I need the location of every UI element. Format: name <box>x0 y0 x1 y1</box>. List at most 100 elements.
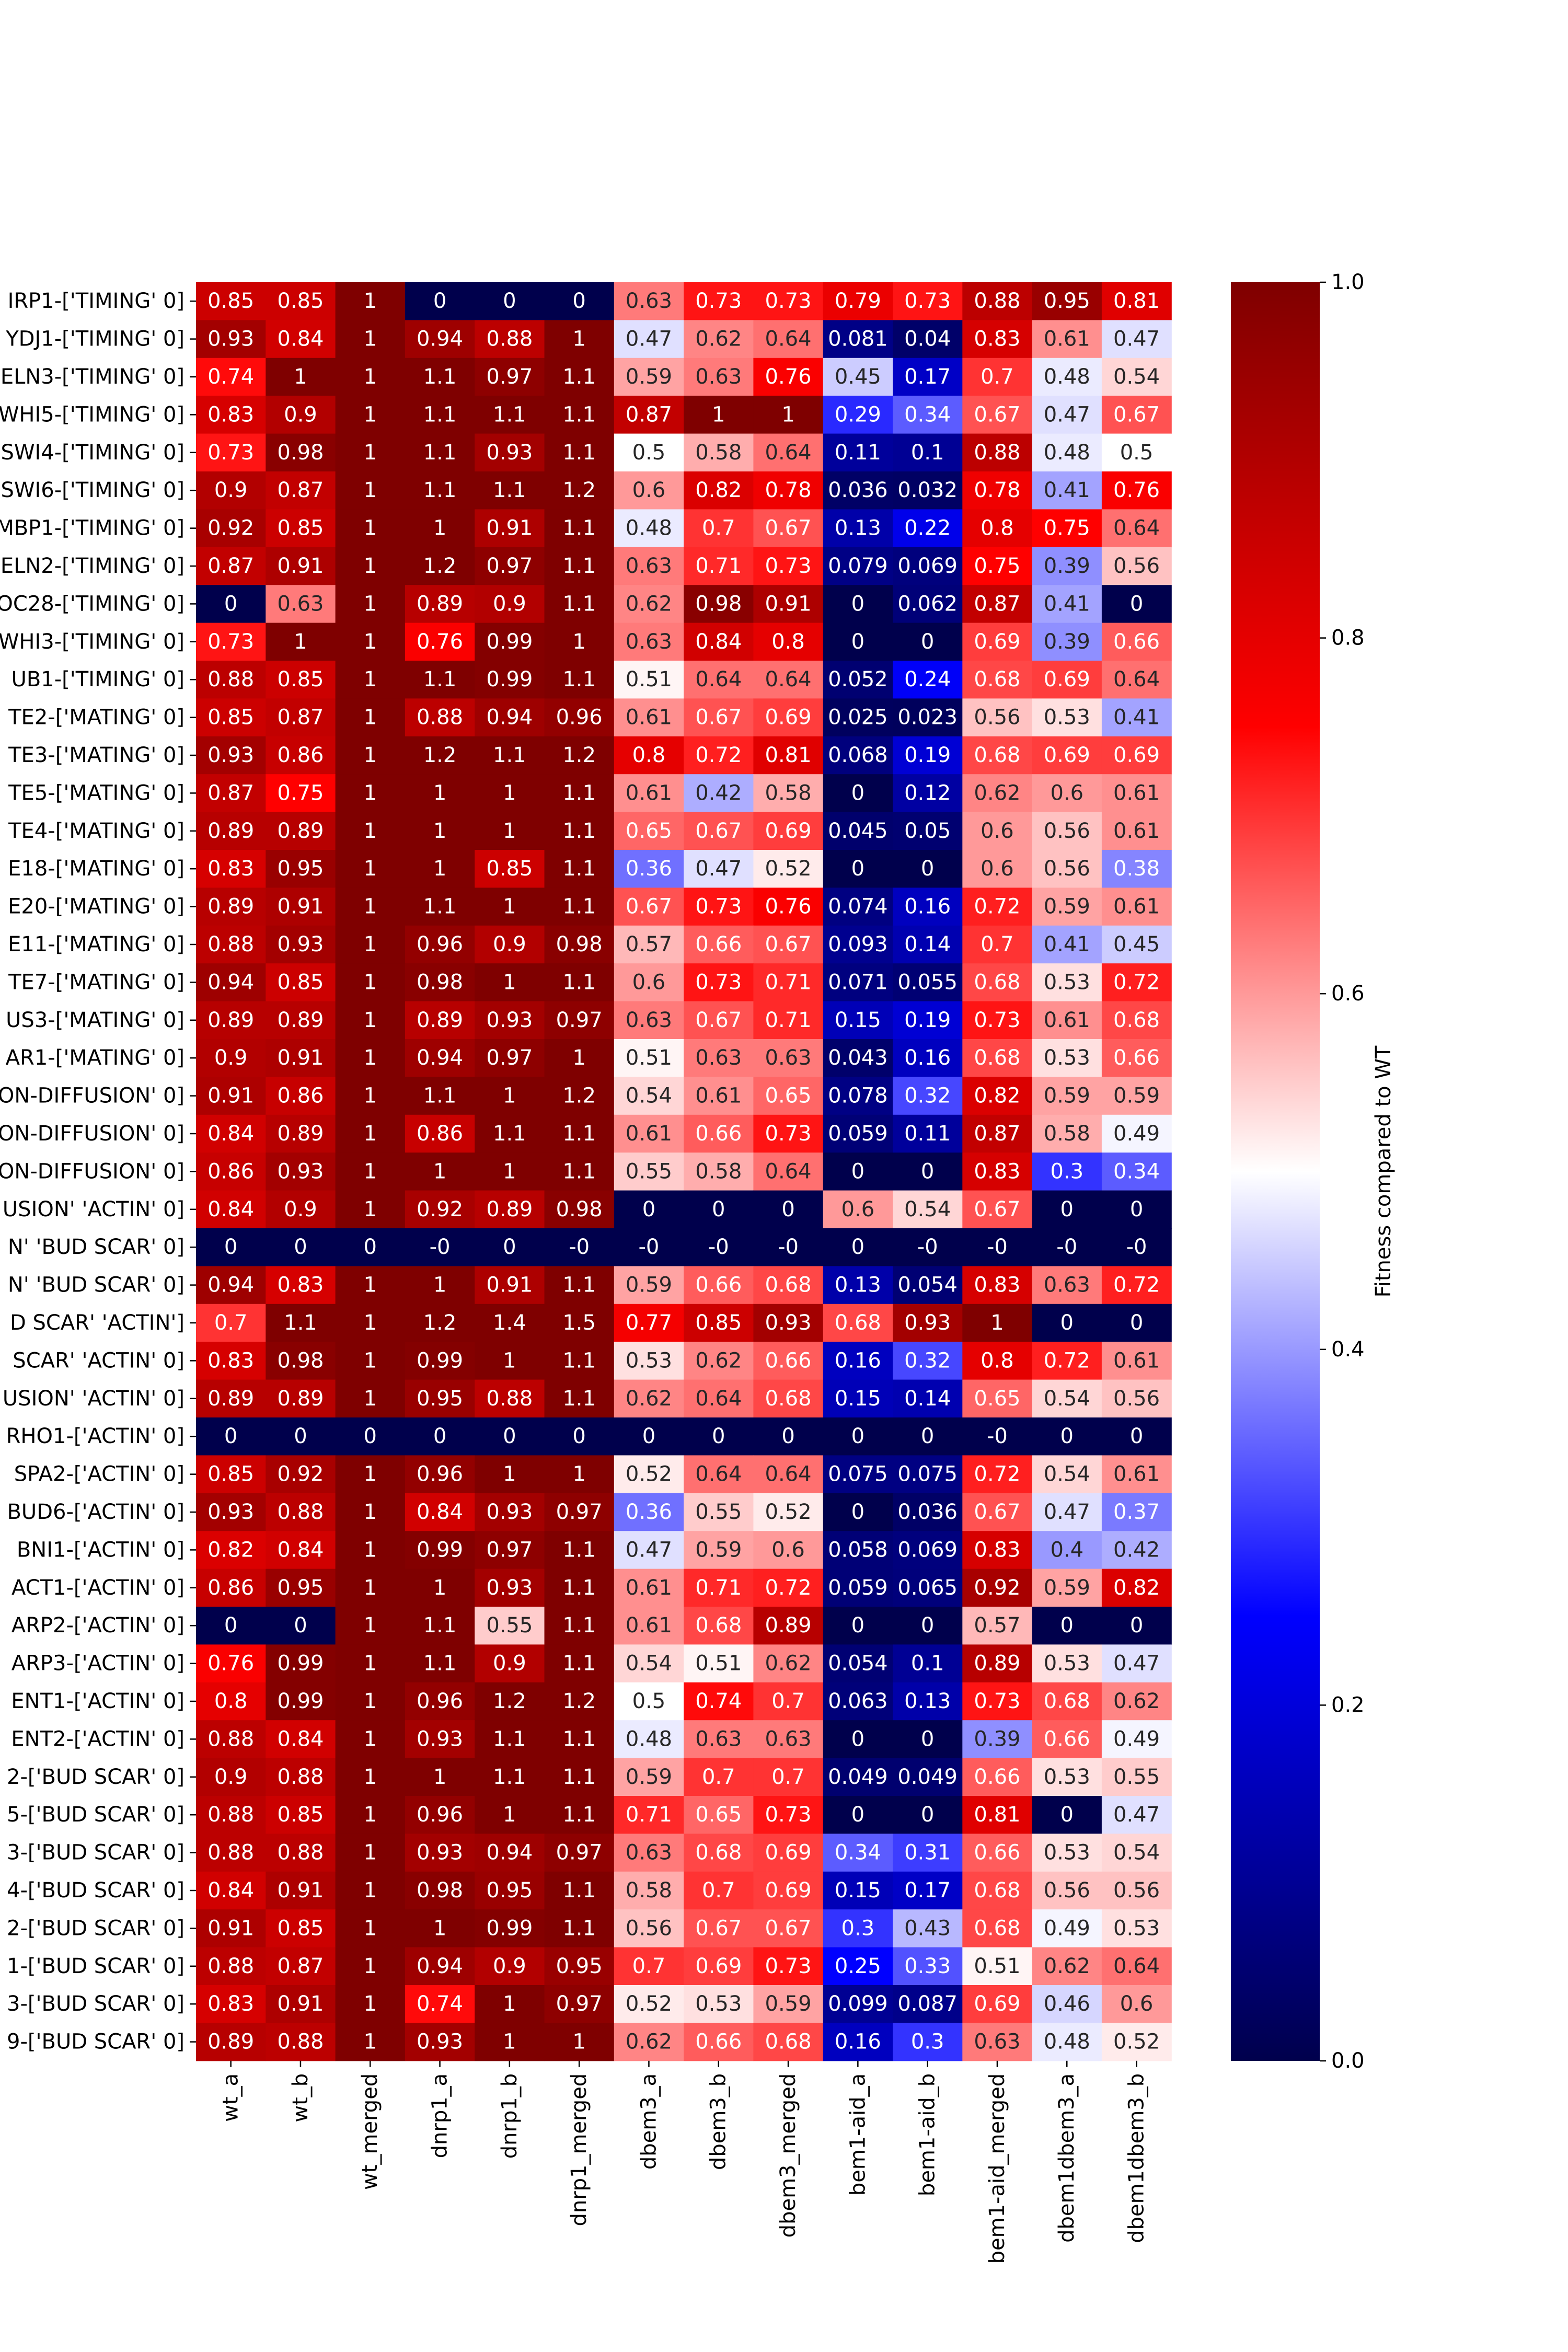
cell-value: 0.73 <box>974 1008 1020 1032</box>
heatmap-cell <box>1032 1152 1102 1191</box>
heatmap-cell <box>893 1001 963 1040</box>
cell-value: 0.41 <box>1113 706 1160 730</box>
heatmap-cell <box>823 1379 893 1418</box>
cell-value: 1.1 <box>423 365 457 389</box>
cell-value: 0.6 <box>771 1538 805 1562</box>
cell-value: 0.7 <box>981 365 1014 389</box>
heatmap-cell <box>196 471 266 510</box>
cell-value: 0 <box>851 1803 864 1827</box>
cell-value: 0.84 <box>417 1500 463 1524</box>
heatmap-cell <box>753 887 824 926</box>
heatmap-cell <box>544 1607 615 1645</box>
cell-value: 0 <box>1130 592 1143 616</box>
cell-value: 0.6 <box>981 819 1014 843</box>
heatmap-cell <box>335 963 406 1002</box>
heatmap-cell <box>823 1796 893 1834</box>
heatmap-cell <box>823 1947 893 1986</box>
cell-value: 0.72 <box>974 1462 1020 1486</box>
heatmap-cell <box>893 1077 963 1115</box>
cell-value: 0.94 <box>486 1841 533 1865</box>
heatmap-cell <box>962 433 1033 472</box>
heatmap-cell <box>614 1985 684 2023</box>
cell-value: 0.89 <box>277 1122 324 1146</box>
cell-value: 0.036 <box>897 1500 958 1524</box>
heatmap-cell <box>196 1682 266 1721</box>
cell-value: 0 <box>294 1424 307 1448</box>
heatmap-cell <box>753 1531 824 1570</box>
cell-value: 0.3 <box>1050 1159 1083 1183</box>
cell-value: 0.72 <box>974 895 1020 919</box>
cell-value: 0.93 <box>207 1500 254 1524</box>
cell-value: 0.99 <box>417 1348 463 1373</box>
cell-value: 0 <box>1130 1197 1143 1221</box>
cell-value: 0.73 <box>765 1122 812 1146</box>
heatmap-cell <box>405 1001 475 1040</box>
cell-value: 0.64 <box>765 667 812 691</box>
heatmap-cell <box>1032 1342 1102 1380</box>
heatmap-cell <box>823 1985 893 2023</box>
cell-value: 0.84 <box>207 1878 254 1903</box>
cell-value: 0.61 <box>1113 1462 1160 1486</box>
heatmap-cell <box>893 1607 963 1645</box>
heatmap-cell <box>684 1379 754 1418</box>
cell-value: 0.83 <box>207 1992 254 2016</box>
cell-value: 0.63 <box>626 1008 672 1032</box>
heatmap-cell <box>405 1644 475 1683</box>
heatmap-cell <box>475 2023 545 2061</box>
cell-value: 0.97 <box>556 1500 603 1524</box>
cell-value: 0.4 <box>1050 1538 1083 1562</box>
cell-value: 1 <box>503 1348 516 1373</box>
cell-value: 0 <box>921 857 934 881</box>
heatmap-cell <box>823 736 893 775</box>
cell-value: 1 <box>364 1387 377 1411</box>
heatmap-cell <box>893 320 963 359</box>
cell-value: 0.84 <box>277 1727 324 1751</box>
heatmap-cell <box>196 1909 266 1948</box>
row-label: ON-DIFFUSION' 0] <box>0 1122 185 1146</box>
heatmap-cell <box>1101 1834 1172 1872</box>
cell-value: 0.92 <box>277 1462 324 1486</box>
cell-value: 1 <box>364 781 377 805</box>
heatmap-cell <box>405 1228 475 1266</box>
heatmap-cells <box>196 282 1172 2061</box>
cell-value: 0.38 <box>1113 857 1160 881</box>
cell-value: 0.83 <box>974 1273 1020 1297</box>
heatmap-cell <box>753 1342 824 1380</box>
cell-value: 0.88 <box>417 706 463 730</box>
heatmap-cell <box>753 661 824 699</box>
heatmap-cell <box>1032 925 1102 964</box>
heatmap-cell <box>544 963 615 1002</box>
cell-value: 0.91 <box>277 1878 324 1903</box>
heatmap-cell <box>475 1796 545 1834</box>
heatmap-cell <box>614 1644 684 1683</box>
cell-value: 0.49 <box>1113 1122 1160 1146</box>
heatmap-cell <box>823 1607 893 1645</box>
cell-value: 0.94 <box>417 1046 463 1070</box>
heatmap-cell <box>266 1871 336 1910</box>
heatmap-cell <box>614 963 684 1002</box>
cell-value: 0.47 <box>626 327 672 351</box>
cell-value: 1.1 <box>562 1576 596 1600</box>
heatmap-cell <box>1032 471 1102 510</box>
heatmap-cell <box>823 1644 893 1683</box>
cell-value: 0.67 <box>695 1916 742 1940</box>
cell-value: 0.48 <box>626 1727 672 1751</box>
cell-value: 0.75 <box>974 554 1020 578</box>
row-label: SWI6-['TIMING' 0] <box>1 478 185 502</box>
cell-value: 0.64 <box>1113 516 1160 540</box>
cell-value: 0.89 <box>277 1008 324 1032</box>
heatmap-cell <box>753 1644 824 1683</box>
heatmap-cell <box>266 1834 336 1872</box>
cell-value: 1 <box>364 970 377 994</box>
heatmap-cell <box>1032 1266 1102 1305</box>
heatmap-cell <box>405 547 475 585</box>
heatmap-cell <box>1032 1455 1102 1494</box>
heatmap-cell <box>544 585 615 624</box>
heatmap-cell <box>405 1796 475 1834</box>
cell-value: 0.97 <box>486 1046 533 1070</box>
cell-value: 0.67 <box>765 1916 812 1940</box>
cell-value: 0.91 <box>277 1046 324 1070</box>
cell-value: 0 <box>851 630 864 654</box>
heatmap-cell <box>753 396 824 434</box>
cell-value: 0.87 <box>277 1954 324 1978</box>
